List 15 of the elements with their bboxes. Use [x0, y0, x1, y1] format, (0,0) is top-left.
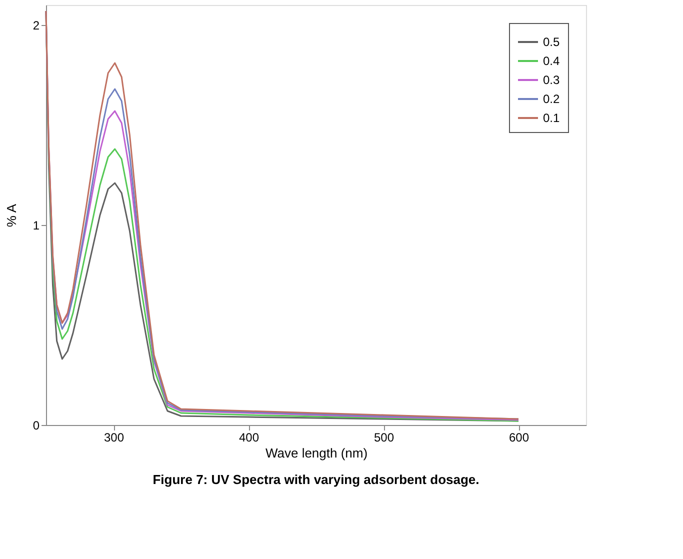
- caption: Figure 7: UV Spectra with varying adsorbent dosage.: [152, 472, 480, 487]
- y-tick-label: 0: [32, 418, 40, 432]
- x-axis-title: Wave length (nm): [265, 446, 368, 460]
- legend-label: 0.1: [543, 111, 560, 125]
- legend-label: 0.3: [543, 73, 560, 87]
- legend-label: 0.5: [543, 35, 560, 49]
- legend-label: 0.4: [543, 54, 560, 68]
- legend-label: 0.2: [543, 92, 560, 106]
- y-axis-title: % A: [4, 204, 19, 228]
- x-tick-label: 400: [238, 430, 260, 444]
- x-tick-label: 600: [508, 430, 530, 444]
- x-tick-label: 500: [374, 430, 394, 444]
- y-tick-label: 2: [32, 18, 40, 32]
- x-tick-label: 300: [104, 430, 124, 444]
- y-tick-label: 1: [32, 218, 40, 232]
